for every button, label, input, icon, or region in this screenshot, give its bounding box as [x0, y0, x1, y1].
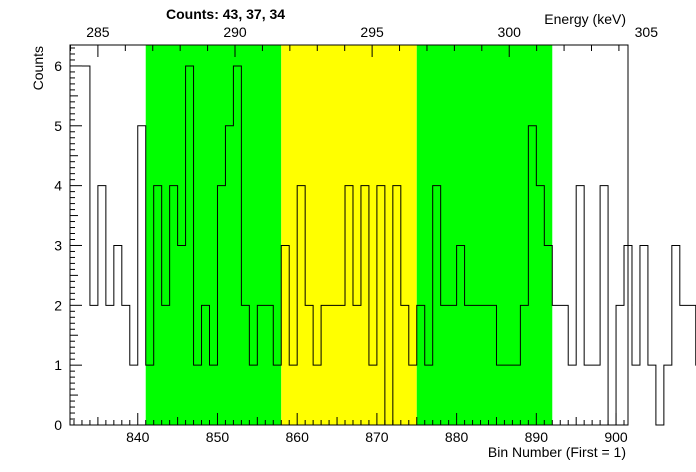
top-tick-label: 300: [498, 24, 522, 40]
chart-title: Counts: 43, 37, 34: [166, 6, 285, 22]
y-tick-label: 4: [54, 178, 62, 194]
top-tick-label: 295: [360, 24, 384, 40]
x-tick-label: 840: [126, 429, 150, 445]
y-tick-label: 6: [54, 58, 62, 74]
left-axis: 0 1 2 3 4 5 6: [54, 47, 82, 433]
x-tick-label: 900: [604, 429, 628, 445]
top-tick-label: 290: [223, 24, 247, 40]
top-axis: 285 290 295 300 305: [69, 24, 659, 57]
x-tick-label: 860: [286, 429, 310, 445]
y-tick-label: 2: [54, 297, 62, 313]
plot-frame: [69, 44, 629, 426]
region-band-1: [281, 45, 417, 425]
top-tick-label: 305: [635, 24, 659, 40]
y-tick-label: 1: [54, 357, 62, 373]
y-tick-label: 0: [54, 417, 62, 433]
x-tick-label: 890: [525, 429, 549, 445]
x-tick-label: 850: [206, 429, 230, 445]
region-band-0: [145, 45, 282, 425]
x-tick-label: 870: [365, 429, 389, 445]
top-axis-label: Energy (keV): [544, 11, 626, 27]
x-tick-label: 880: [445, 429, 469, 445]
histogram-line: [81, 65, 696, 426]
x-axis-label: Bin Number (First = 1): [488, 444, 626, 460]
top-tick-label: 285: [86, 24, 110, 40]
region-bands: [145, 45, 553, 425]
y-axis-label: Counts: [30, 46, 46, 90]
y-tick-label: 5: [54, 118, 62, 134]
histogram-series: [81, 65, 696, 426]
y-tick-label: 3: [54, 237, 62, 253]
region-band-2: [416, 45, 553, 425]
bottom-axis: 840 850 860 870 880 890 900: [73, 413, 628, 445]
